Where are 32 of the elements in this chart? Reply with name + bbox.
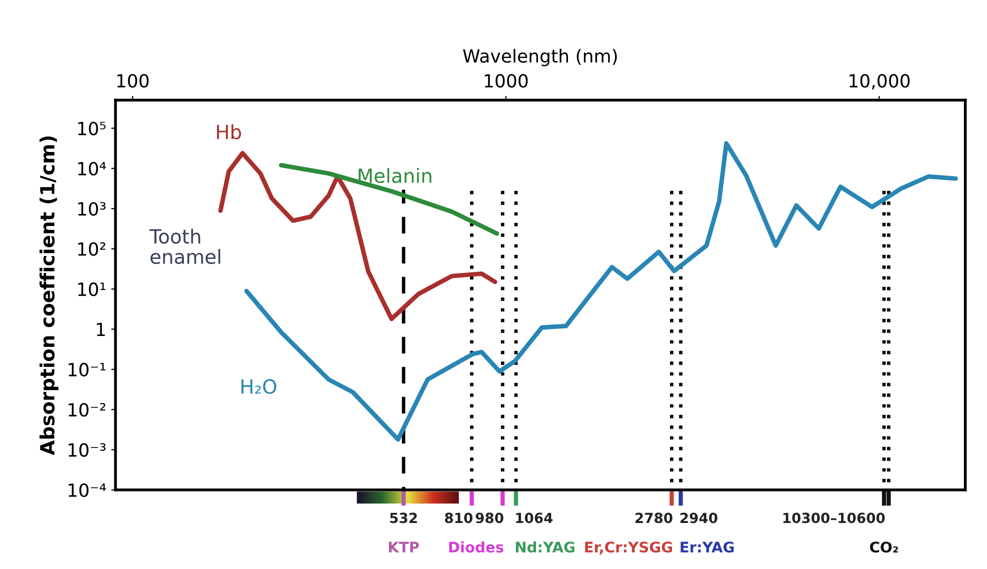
y-tick-label: 10² xyxy=(78,242,106,256)
y-tick-label: 10⁻² xyxy=(68,402,106,417)
x-tick-label: 100 xyxy=(117,74,149,88)
ref-line-label: 2780 xyxy=(636,512,672,524)
text: Diodes xyxy=(449,541,504,553)
ref-line-label: 810 xyxy=(444,512,472,524)
ref-line-label: 532 xyxy=(390,512,417,524)
ref-line-label: 2940 xyxy=(680,512,718,524)
text: Er:YAG xyxy=(680,542,734,553)
text: CO₂ xyxy=(870,542,898,553)
y-tick-label: 10⁻⁴ xyxy=(68,483,106,498)
y-tick-label: 10¹ xyxy=(78,282,106,296)
text: KTP xyxy=(388,542,419,552)
x-tick-label: 1000 xyxy=(484,74,528,88)
ref-line-label: 1064 xyxy=(516,512,553,524)
text: Er,Cr:YSGG xyxy=(585,542,672,554)
y-tick-label: 10⁴ xyxy=(78,162,106,176)
y-tick-label: 10⁻³ xyxy=(68,443,106,457)
series-label: Melanin xyxy=(358,168,432,184)
x-axis-title: Wavelength (nm) xyxy=(462,48,617,66)
y-tick-label: 1 xyxy=(96,322,105,336)
ref-line-label: 980 xyxy=(476,512,504,524)
text: Nd:YAG xyxy=(516,541,574,553)
y-tick-label: 10⁻¹ xyxy=(68,362,106,376)
series-label: H₂O xyxy=(242,379,276,394)
y-tick-label: 10³ xyxy=(78,202,106,216)
y-tick-label: 10⁵ xyxy=(78,122,106,136)
y-axis-title: Absorption coefficient (1/cm) xyxy=(40,136,58,456)
series-label: Hb xyxy=(217,124,242,140)
x-tick-label: 10,000 xyxy=(850,74,910,90)
ref-line-label: 10300–10600 xyxy=(783,512,885,524)
annotation: Tooth enamel xyxy=(149,228,220,264)
